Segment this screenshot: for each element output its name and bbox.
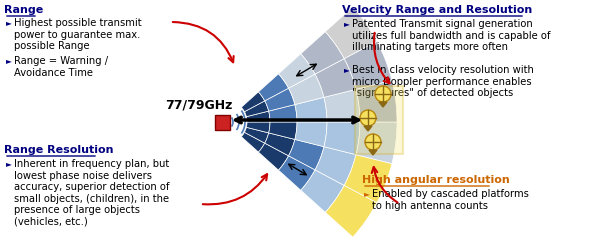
Wedge shape [265,88,295,111]
Wedge shape [247,111,270,122]
Wedge shape [315,147,356,185]
Wedge shape [289,139,324,170]
Bar [355,86,403,154]
Wedge shape [344,155,392,203]
Wedge shape [278,156,315,190]
Wedge shape [295,97,327,122]
Wedge shape [325,7,377,59]
Text: 77/79GHz: 77/79GHz [165,99,232,111]
Text: Best in class velocity resolution with
micro Doppler performance enables
"signat: Best in class velocity resolution with m… [352,65,534,98]
Wedge shape [301,32,344,74]
Bar [215,115,230,130]
Polygon shape [379,102,387,107]
Polygon shape [369,150,377,155]
Text: Range Resolution: Range Resolution [4,145,113,155]
Wedge shape [241,132,265,152]
Text: Range = Warning /
Avoidance Time: Range = Warning / Avoidance Time [14,56,108,78]
Wedge shape [269,122,297,139]
Text: ►: ► [364,189,370,198]
Text: Enabled by cascaded platforms
to high antenna counts: Enabled by cascaded platforms to high an… [372,189,529,211]
Wedge shape [315,59,356,97]
Text: Inherent in frequency plan, but
lowest phase noise delivers
accuracy, superior d: Inherent in frequency plan, but lowest p… [14,159,170,227]
Text: ►: ► [344,19,350,28]
Wedge shape [259,74,289,101]
Wedge shape [265,133,295,156]
Polygon shape [364,126,372,131]
Wedge shape [244,127,269,143]
Text: Patented Transmit signal generation
utilizes full bandwidth and is capable of
il: Patented Transmit signal generation util… [352,19,551,52]
Wedge shape [247,122,270,133]
Wedge shape [259,143,289,170]
Wedge shape [325,185,377,237]
Circle shape [360,110,376,126]
Text: Velocity Range and Resolution: Velocity Range and Resolution [342,5,532,15]
Wedge shape [356,80,397,122]
Text: ►: ► [344,65,350,74]
Wedge shape [241,92,265,112]
Wedge shape [278,54,315,88]
Text: Range: Range [4,5,43,15]
Circle shape [365,134,381,150]
Circle shape [375,86,391,102]
Text: High angular resolution: High angular resolution [362,175,510,185]
Text: ►: ► [6,18,12,27]
Wedge shape [344,41,392,89]
Wedge shape [356,122,397,164]
Wedge shape [301,170,344,212]
Wedge shape [324,122,360,155]
Wedge shape [289,74,324,104]
Text: ►: ► [6,56,12,65]
Wedge shape [324,89,360,122]
Wedge shape [269,104,297,122]
Wedge shape [244,101,269,117]
Wedge shape [295,122,327,147]
Text: ►: ► [6,159,12,168]
Text: Highest possible transmit
power to guarantee max.
possible Range: Highest possible transmit power to guara… [14,18,142,51]
